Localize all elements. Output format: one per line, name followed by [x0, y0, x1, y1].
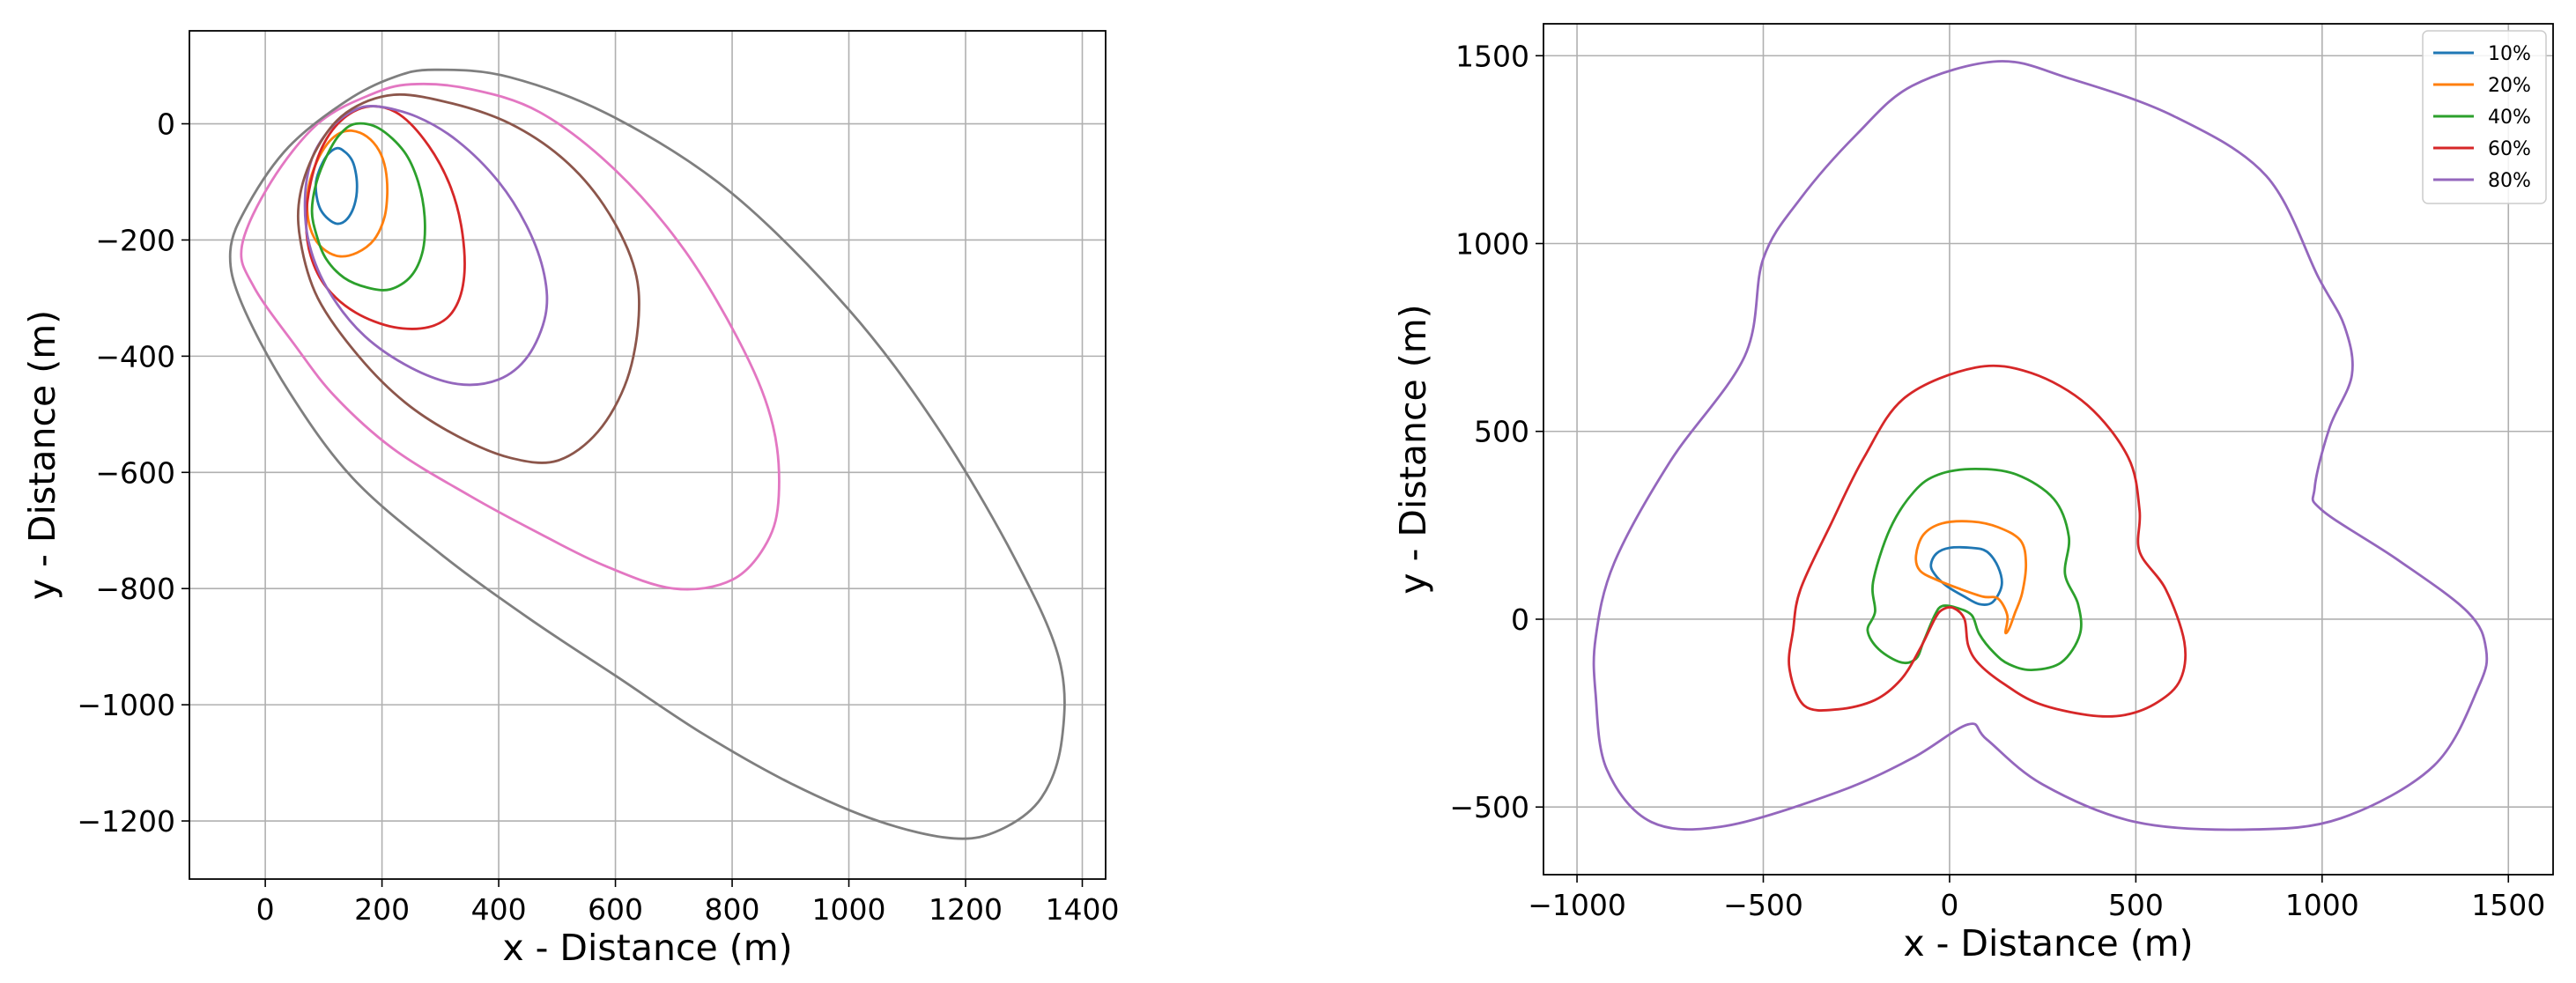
chart2-series-line-40pct — [1866, 468, 2083, 672]
chart1-series-line-5 — [303, 105, 549, 387]
chart1-x-axis-label: x - Distance (m) — [502, 927, 792, 969]
chart1-panel: 0 200 400 600 800 1000 1200 1400 0 −200 −400 −600 −8… — [21, 30, 1120, 969]
chart2-legend-label: 40% — [2488, 107, 2531, 129]
chart2-legend-label: 60% — [2488, 138, 2531, 160]
chart2-y-tick-label: 500 — [1474, 415, 1529, 449]
chart2-y-tick-label: −500 — [1449, 790, 1529, 824]
chart1-y-tick-label: −600 — [95, 455, 175, 490]
chart2-x-axis-label: x - Distance (m) — [1903, 922, 2193, 965]
chart1-x-tick-label: 200 — [354, 892, 410, 927]
chart1-series-line-1 — [314, 146, 359, 225]
chart1-y-tick-label: −200 — [95, 223, 175, 257]
chart1-series-line-4 — [305, 105, 466, 330]
chart2-series-line-20pct — [1914, 520, 2028, 635]
chart2-legend: 10% 20% 40% 60% 80% — [2422, 30, 2547, 204]
chart2-y-tick-label: 1000 — [1455, 226, 1529, 261]
chart2-legend-box — [2422, 30, 2547, 204]
chart2-x-tick-label: 1000 — [2285, 888, 2359, 922]
chart2-legend-label: 10% — [2488, 43, 2531, 65]
chart2-y-axis-label: y - Distance (m) — [1392, 304, 1434, 594]
chart2-panel: −1000 −500 0 500 1000 1500 1500 1000 500 0 −500 x -… — [1392, 23, 2554, 965]
chart2-x-tick-label: 1500 — [2471, 888, 2545, 922]
chart1-y-tick-label: 0 — [157, 107, 175, 142]
chart1-series-line-2 — [306, 129, 389, 258]
chart1-y-tick-label: −1000 — [77, 688, 175, 722]
chart2-plot-frame — [1543, 23, 2554, 876]
chart2-y-tick-label: 1500 — [1455, 39, 1529, 73]
chart1-x-tick-label: 1400 — [1046, 892, 1120, 927]
chart1-series-line-6 — [296, 92, 640, 464]
chart1-y-axis-label: y - Distance (m) — [21, 310, 63, 600]
chart2-x-tick-label: 0 — [1940, 888, 1958, 922]
chart2-legend-label: 20% — [2488, 75, 2531, 97]
chart2-x-tick-label: −500 — [1723, 888, 1803, 922]
chart1-series-line-3 — [310, 122, 426, 292]
chart1-plot-frame — [189, 30, 1107, 880]
chart1-x-tick-label: 800 — [705, 892, 760, 927]
chart2-legend-label: 80% — [2488, 170, 2531, 192]
chart1-x-tick-label: 1000 — [812, 892, 886, 927]
chart2-series-line-60pct — [1788, 364, 2187, 718]
chart2-x-tick-label: −1000 — [1528, 888, 1626, 922]
chart1-x-tick-label: 0 — [256, 892, 275, 927]
chart1-series-line-8 — [228, 68, 1066, 840]
chart1-x-tick-label: 1200 — [929, 892, 1003, 927]
chart1-y-tick-label: −400 — [95, 339, 175, 373]
chart1-y-tick-label: −1200 — [77, 804, 175, 839]
chart1-series-line-7 — [240, 82, 781, 591]
chart2-series-line-80pct — [1592, 60, 2489, 831]
chart1-y-tick-label: −800 — [95, 572, 175, 606]
chart2-y-tick-label: 0 — [1511, 602, 1529, 637]
chart1-x-tick-label: 400 — [471, 892, 527, 927]
chart2-series-line-10pct — [1929, 545, 2003, 607]
chart1-x-tick-label: 600 — [588, 892, 643, 927]
chart2-x-tick-label: 500 — [2108, 888, 2164, 922]
